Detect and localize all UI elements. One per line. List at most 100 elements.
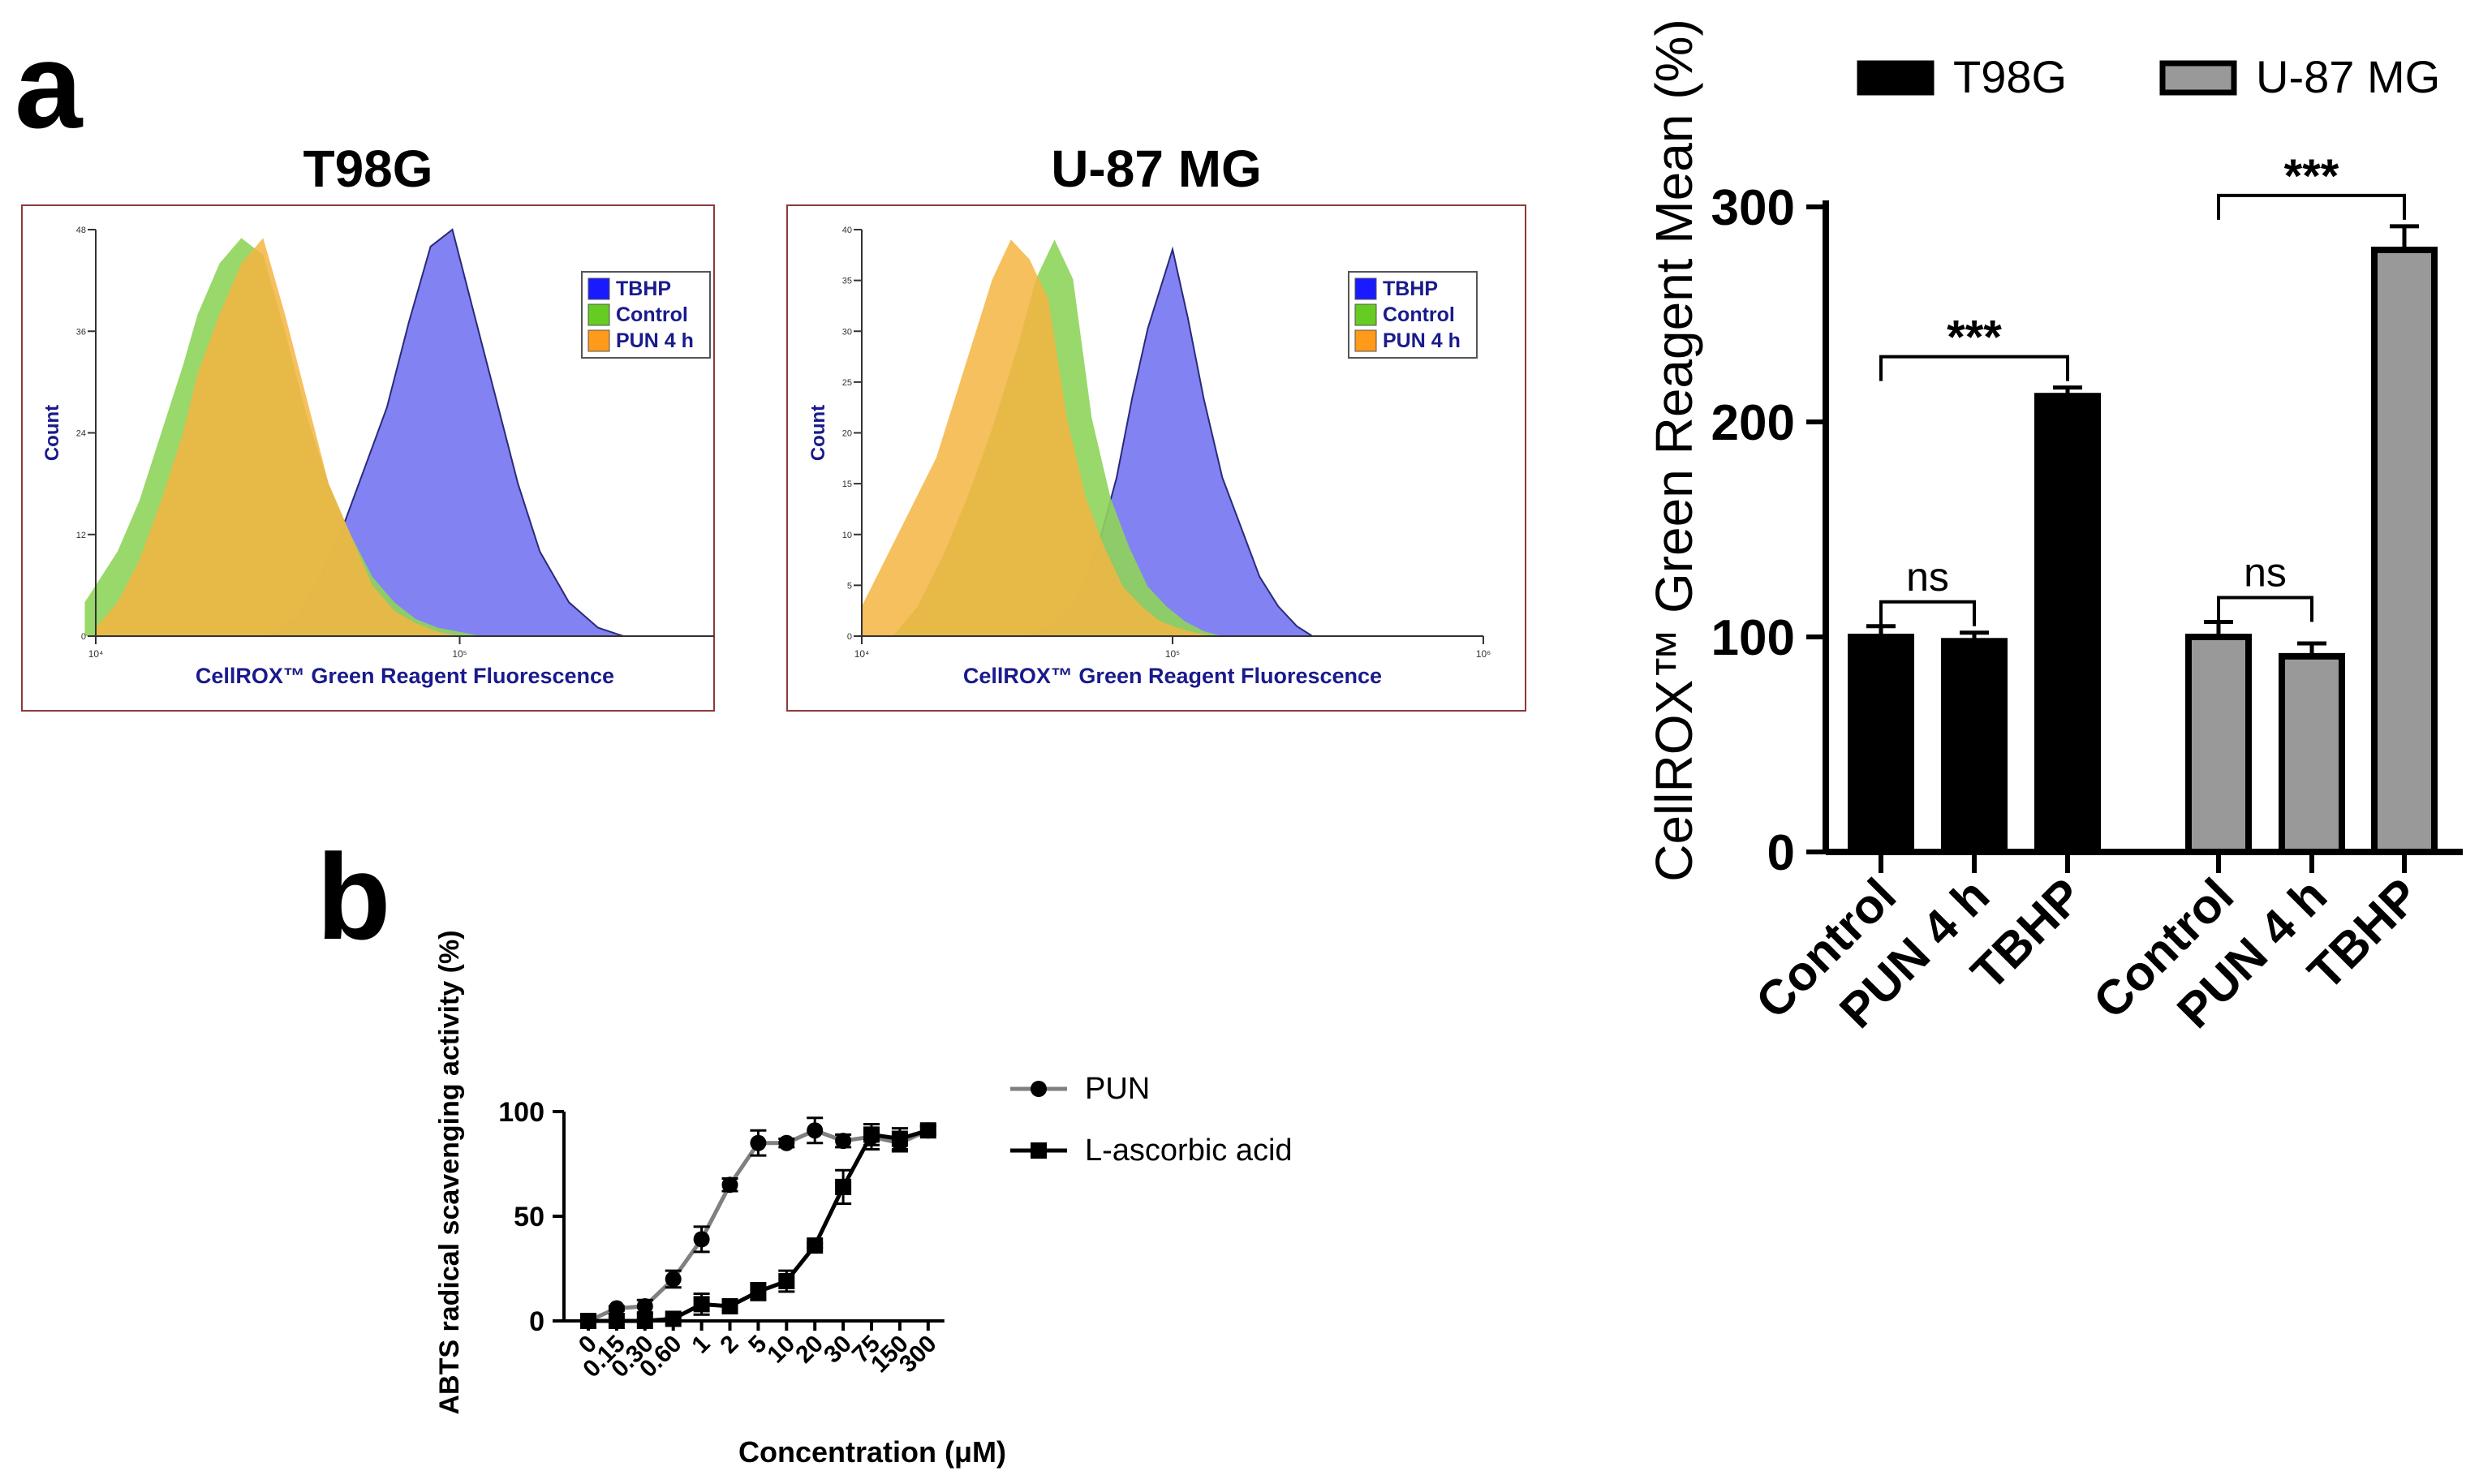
data-point-l-ascorbic-acid <box>778 1272 795 1289</box>
y-tick-label: 300 <box>1711 180 1795 236</box>
x-tick-label: 10⁴ <box>854 648 870 660</box>
y-tick-label: 0 <box>81 632 86 642</box>
y-tick-label: 40 <box>842 226 852 235</box>
legend-label: TBHP <box>616 277 671 300</box>
y-tick-label: 0 <box>1767 825 1795 881</box>
bar-u-87-mg-control <box>2185 634 2252 855</box>
significance-bracket <box>1879 600 1976 626</box>
legend-swatch-control <box>1354 303 1377 326</box>
data-point-pun <box>807 1122 824 1139</box>
legend-label: Control <box>1383 303 1455 326</box>
significance-bracket <box>2217 596 2313 622</box>
x-tick-label: 1 <box>686 1331 715 1359</box>
significance-label: *** <box>1947 312 2002 364</box>
y-tick-label: 24 <box>76 429 86 439</box>
y-tick-label: 25 <box>842 378 852 388</box>
legend-label: PUN <box>1085 1072 1150 1106</box>
data-point-l-ascorbic-acid <box>665 1310 682 1327</box>
y-tick-label: 30 <box>842 327 852 337</box>
histogram-t98g: T98G 0 12 24 36 48 10⁴ 10⁵ CellROX™ Green Reagen… <box>21 140 715 712</box>
y-tick-label: 10 <box>842 531 852 540</box>
legend-label: PUN 4 h <box>616 329 694 352</box>
legend-label: Control <box>616 303 688 326</box>
legend-swatch-pun-4-h <box>587 329 610 352</box>
y-tick-label: 0 <box>847 632 852 642</box>
y-tick-label: 35 <box>842 277 852 286</box>
histogram-title: U-87 MG <box>1051 140 1262 198</box>
x-tick-label: 10⁵ <box>452 648 467 660</box>
panel-label-b: b <box>316 828 391 965</box>
y-tick-label: 100 <box>1711 610 1795 666</box>
significance-label: *** <box>2284 150 2339 203</box>
legend-label: L-ascorbic acid <box>1085 1133 1293 1168</box>
legend-label: PUN 4 h <box>1383 329 1461 352</box>
data-point-l-ascorbic-acid <box>807 1237 824 1254</box>
y-tick-label: 5 <box>847 581 852 591</box>
legend-marker-l-ascorbic-acid <box>1031 1142 1047 1159</box>
y-tick-label: 100 <box>498 1097 544 1128</box>
x-axis-label: CellROX™ Green Reagent Fluorescence <box>196 664 614 688</box>
data-point-pun <box>778 1134 795 1151</box>
x-axis-label: CellROX™ Green Reagent Fluorescence <box>963 664 1382 688</box>
data-point-pun <box>721 1176 738 1194</box>
significance-label: ns <box>2244 549 2287 595</box>
legend-swatch-t98g <box>1857 60 1935 96</box>
data-point-l-ascorbic-acid <box>693 1296 710 1313</box>
histogram-area-pun-4-h <box>96 238 460 636</box>
data-point-l-ascorbic-acid <box>636 1313 653 1329</box>
data-point-pun <box>636 1297 653 1314</box>
y-tick-label: 48 <box>76 226 86 235</box>
data-point-l-ascorbic-acid <box>580 1313 596 1329</box>
legend-swatch-control <box>587 303 610 326</box>
data-point-l-ascorbic-acid <box>721 1297 738 1314</box>
data-point-pun <box>750 1134 767 1151</box>
data-point-pun <box>665 1271 682 1288</box>
y-tick-label: 12 <box>76 531 86 540</box>
legend-label: U-87 MG <box>2256 51 2440 102</box>
significance-bracket <box>1879 355 2069 381</box>
histogram-title: T98G <box>303 140 433 198</box>
y-tick-label: 20 <box>842 429 852 439</box>
bar-u-87-mg-tbhp <box>2371 247 2438 855</box>
data-point-l-ascorbic-acid <box>608 1313 625 1329</box>
data-point-pun <box>693 1231 710 1248</box>
significance-bracket <box>2217 193 2406 220</box>
significance-label: ns <box>1906 554 1949 600</box>
x-tick-label: 10⁴ <box>88 648 104 660</box>
y-tick-label: 200 <box>1711 395 1795 451</box>
legend-swatch-pun-4-h <box>1354 329 1377 352</box>
legend-swatch-tbhp <box>1354 277 1377 300</box>
bar-t98g-pun-4-h <box>1941 638 2008 855</box>
legend-label: T98G <box>1953 51 2067 102</box>
bar-t98g-control <box>1848 634 1914 855</box>
legend-swatch-u-87-mg <box>2159 60 2237 96</box>
legend-marker-pun <box>1031 1081 1047 1097</box>
y-axis-label: Count <box>41 405 63 461</box>
y-tick-label: 50 <box>514 1202 544 1232</box>
y-axis-label: ABTS radical scavenging activity (%) <box>434 930 465 1414</box>
x-tick-label: 2 <box>715 1331 743 1359</box>
data-point-l-ascorbic-acid <box>835 1178 852 1195</box>
x-axis-label: Concentration (μM) <box>738 1435 1006 1469</box>
panel-label-a: a <box>15 17 83 153</box>
legend-label: TBHP <box>1383 277 1438 300</box>
y-axis-label: Count <box>807 405 829 461</box>
y-tick-label: 0 <box>529 1306 544 1337</box>
data-point-l-ascorbic-acid <box>919 1122 936 1139</box>
legend-swatch-tbhp <box>587 277 610 300</box>
bar-u-87-mg-pun-4-h <box>2279 652 2345 855</box>
data-point-l-ascorbic-acid <box>750 1283 767 1300</box>
y-tick-label: 15 <box>842 480 852 489</box>
data-point-pun <box>608 1300 625 1317</box>
data-point-l-ascorbic-acid <box>891 1130 908 1147</box>
histogram-u87mg: U-87 MG 0 5 10 15 20 25 30 35 40 10⁴ 10⁵ 10⁶ CellROX™… <box>786 140 1526 712</box>
y-axis-label: CellROX™ Green Reagent Mean (%) <box>1645 19 1703 882</box>
bar-t98g-tbhp <box>2034 393 2101 855</box>
histogram-area-pun-4-h <box>862 239 1216 636</box>
x-tick-label: 10⁵ <box>1165 648 1180 660</box>
data-point-l-ascorbic-acid <box>863 1126 880 1143</box>
y-tick-label: 36 <box>76 327 86 337</box>
data-point-pun <box>835 1133 852 1150</box>
